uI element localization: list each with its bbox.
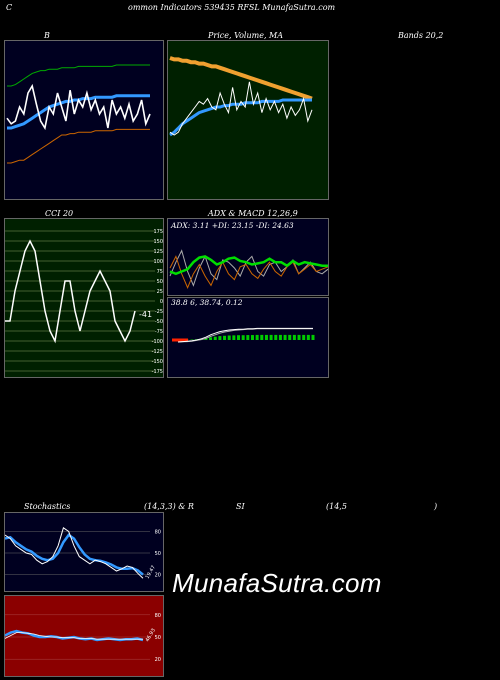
- price-long-ma-line: [169, 56, 313, 101]
- bb-upper-band: [7, 64, 150, 87]
- cci-tick-label: 125: [153, 249, 163, 255]
- cci-line: [5, 239, 136, 344]
- stoch-label: Stochastics: [24, 502, 71, 511]
- bollinger-chart: [4, 40, 164, 200]
- stoch-tick-label: 80: [155, 529, 161, 535]
- macd-line: [177, 327, 313, 343]
- stoch-tick-label: 50: [155, 551, 161, 557]
- cci-tick-label: 175: [153, 229, 163, 235]
- cci-tick-label: 0: [160, 299, 163, 305]
- adx-macd-label: ADX & MACD 12,26,9: [208, 209, 298, 218]
- cci-tick-label: -75: [155, 329, 163, 335]
- rsi-signal-line: [5, 632, 143, 640]
- price-bg: [168, 41, 328, 199]
- bb-label: B: [44, 31, 50, 40]
- bb-lower-band: [7, 128, 150, 164]
- rsi-params-label: (14,5: [326, 502, 347, 511]
- cci-tick-label: -50: [155, 319, 163, 325]
- rsi-bg: [5, 596, 163, 676]
- rsi-close-label: ): [434, 502, 438, 511]
- price-line: [169, 81, 313, 136]
- cci-tick-label: -175: [152, 369, 163, 375]
- cci-tick-label: 150: [153, 239, 163, 245]
- adx-line: [169, 255, 328, 276]
- cci-tick-label: 100: [153, 259, 163, 265]
- cci-tick-label: 50: [157, 279, 163, 285]
- macd-chart: [167, 297, 329, 378]
- cci-tick-label: -125: [152, 349, 163, 355]
- cci-tick-label: 25: [157, 289, 163, 295]
- watermark: MunafaSutra.com: [172, 568, 382, 598]
- adx-bg: [168, 219, 328, 295]
- cci-label: CCI 20: [45, 209, 74, 218]
- adx-minus-di-line: [169, 255, 328, 289]
- rsi-tick-label: 20: [155, 657, 161, 663]
- rsi-label: SI: [236, 502, 245, 511]
- rsi-tick-label: 80: [155, 613, 161, 619]
- cci-tick-label: -100: [152, 339, 163, 345]
- cci-tick-label: 75: [157, 269, 163, 275]
- rsi-tick-label: 50: [155, 635, 161, 641]
- stoch-tick-label: 20: [155, 573, 161, 579]
- cci-chart: 175 150 125 100 75 50 25 0 -25 -50 -75 -100 -125 -150…: [4, 218, 164, 378]
- cci-tick-label: -150: [152, 359, 163, 365]
- adx-chart: [167, 218, 329, 296]
- cci-tick-label: -25: [155, 309, 163, 315]
- macd-annotation: 38.8 6, 38.74, 0.12: [171, 298, 243, 307]
- header-title: ommon Indicators 539435 RFSL MunafaSutra…: [128, 3, 336, 12]
- stoch-d-line: [5, 533, 144, 576]
- price-ma-line: [169, 98, 312, 137]
- bb-price-line: [6, 83, 151, 131]
- stoch-params-label: (14,3,3) & R: [144, 502, 194, 511]
- cci-annotation: -41: [139, 310, 152, 319]
- price-ma-label: Price, Volume, MA: [208, 31, 284, 40]
- bands-label: Bands 20,2: [398, 31, 444, 40]
- adx-annotation: ADX: 3.11 +DI: 23.15 -DI: 24.63: [171, 221, 294, 230]
- price-chart: [167, 40, 329, 200]
- stoch-k-line: [5, 527, 144, 579]
- header-title-c: C: [6, 3, 13, 12]
